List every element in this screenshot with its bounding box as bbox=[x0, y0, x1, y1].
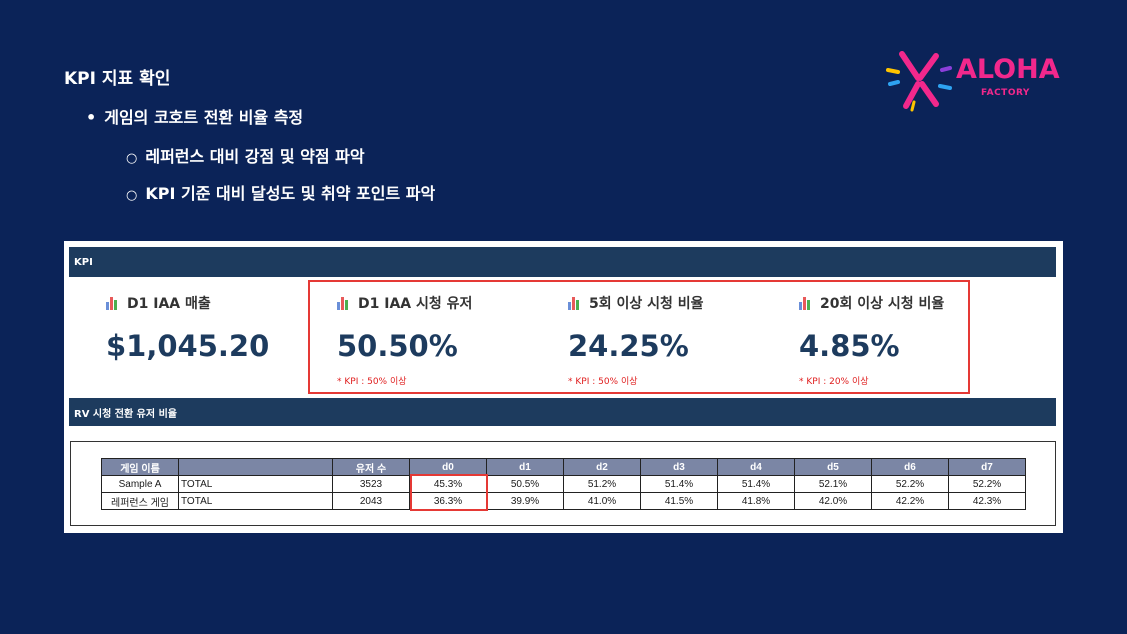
card-value: 24.25% bbox=[568, 329, 689, 363]
card-d1-iaa-viewers: D1 IAA 시청 유저 50.50% * KPI : 50% 이상 bbox=[337, 293, 472, 387]
table-cell: TOTAL bbox=[178, 492, 333, 510]
bullet-kpi-text: KPI 기준 대비 달성도 및 취약 포인트 파악 bbox=[145, 184, 436, 203]
table-cell: 42.0% bbox=[794, 492, 872, 510]
bullet-kpi: ○ KPI 기준 대비 달성도 및 취약 포인트 파악 bbox=[126, 184, 436, 203]
slide-title: KPI 지표 확인 bbox=[64, 69, 171, 89]
table-cell: 2043 bbox=[332, 492, 410, 510]
col-header: d3 bbox=[640, 458, 718, 476]
bullet-cohort-text: 게임의 코호트 전환 비율 측정 bbox=[104, 108, 304, 127]
bullet-reference: ○ 레퍼런스 대비 강점 및 약점 파악 bbox=[126, 147, 365, 166]
table-cell: 52.2% bbox=[948, 475, 1026, 493]
table-cell: 41.0% bbox=[563, 492, 641, 510]
col-header: 유저 수 bbox=[332, 458, 410, 476]
table-cell: 50.5% bbox=[486, 475, 564, 493]
bullet-reference-text: 레퍼런스 대비 강점 및 약점 파악 bbox=[145, 147, 365, 166]
kpi-dashboard: KPI D1 IAA 매출 $1,045.20 D1 IAA 시청 유저 50.… bbox=[64, 241, 1063, 533]
card-value: $1,045.20 bbox=[106, 329, 270, 363]
table-cell: 3523 bbox=[332, 475, 410, 493]
table-cell: 51.4% bbox=[640, 475, 718, 493]
table-cell: Sample A bbox=[101, 475, 179, 493]
table-frame bbox=[70, 441, 1056, 526]
table-cell: 42.3% bbox=[948, 492, 1026, 510]
bar-chart-icon bbox=[106, 296, 119, 310]
bar-chart-icon bbox=[568, 296, 581, 310]
col-header: d4 bbox=[717, 458, 795, 476]
table-cell: 42.2% bbox=[871, 492, 949, 510]
card-kpi-note: * KPI : 50% 이상 bbox=[337, 377, 407, 387]
col-header: d7 bbox=[948, 458, 1026, 476]
table-cell: TOTAL bbox=[178, 475, 333, 493]
logo-sub: FACTORY bbox=[981, 88, 1030, 98]
table-cell: 39.9% bbox=[486, 492, 564, 510]
table-cell: 41.5% bbox=[640, 492, 718, 510]
card-kpi-note: * KPI : 50% 이상 bbox=[568, 377, 638, 387]
aloha-factory-logo: ALOHA FACTORY bbox=[884, 48, 1060, 114]
card-5plus-ratio: 5회 이상 시청 비율 24.25% * KPI : 50% 이상 bbox=[568, 293, 704, 387]
col-header: d1 bbox=[486, 458, 564, 476]
rv-conversion-table: 게임 이름 유저 수 d0 d1 d2 d3 d4 d5 d6 d7 Sampl… bbox=[101, 458, 1026, 510]
bullet-cohort: 게임의 코호트 전환 비율 측정 bbox=[86, 104, 303, 128]
card-label: D1 IAA 시청 유저 bbox=[358, 296, 473, 312]
table-cell: 52.1% bbox=[794, 475, 872, 493]
logo-burst-icon bbox=[886, 51, 952, 112]
col-header: d5 bbox=[794, 458, 872, 476]
kpi-section-bar: KPI bbox=[69, 247, 1056, 277]
table-cell: 51.2% bbox=[563, 475, 641, 493]
kpi-highlight-box bbox=[308, 280, 970, 394]
card-value: 4.85% bbox=[799, 329, 900, 363]
card-label: 5회 이상 시청 비율 bbox=[589, 296, 704, 312]
table-cell: 51.4% bbox=[717, 475, 795, 493]
col-header: 게임 이름 bbox=[101, 458, 179, 476]
rv-section-bar: RV 시청 전환 유저 비율 bbox=[69, 398, 1056, 426]
table-cell: 52.2% bbox=[871, 475, 949, 493]
logo-word: ALOHA bbox=[956, 54, 1060, 85]
col-header: d6 bbox=[871, 458, 949, 476]
card-value: 50.50% bbox=[337, 329, 458, 363]
bar-chart-icon bbox=[799, 296, 812, 310]
card-label: D1 IAA 매출 bbox=[127, 296, 211, 312]
bar-chart-icon bbox=[337, 296, 350, 310]
table-header-row: 게임 이름 유저 수 d0 d1 d2 d3 d4 d5 d6 d7 bbox=[101, 458, 1026, 476]
table-row: 레퍼런스 게임 TOTAL 2043 36.3% 39.9% 41.0% 41.… bbox=[101, 492, 1026, 510]
card-kpi-note: * KPI : 20% 이상 bbox=[799, 377, 869, 387]
card-d1-iaa-revenue: D1 IAA 매출 $1,045.20 bbox=[106, 293, 269, 363]
col-header: d0 bbox=[409, 458, 487, 476]
col-header: d2 bbox=[563, 458, 641, 476]
table-cell: 레퍼런스 게임 bbox=[101, 492, 179, 510]
card-label: 20회 이상 시청 비율 bbox=[820, 296, 945, 312]
col-header bbox=[178, 458, 333, 476]
card-20plus-ratio: 20회 이상 시청 비율 4.85% * KPI : 20% 이상 bbox=[799, 293, 944, 387]
d0-highlight-box bbox=[410, 474, 488, 511]
table-row: Sample A TOTAL 3523 45.3% 50.5% 51.2% 51… bbox=[101, 475, 1026, 493]
table-cell: 41.8% bbox=[717, 492, 795, 510]
